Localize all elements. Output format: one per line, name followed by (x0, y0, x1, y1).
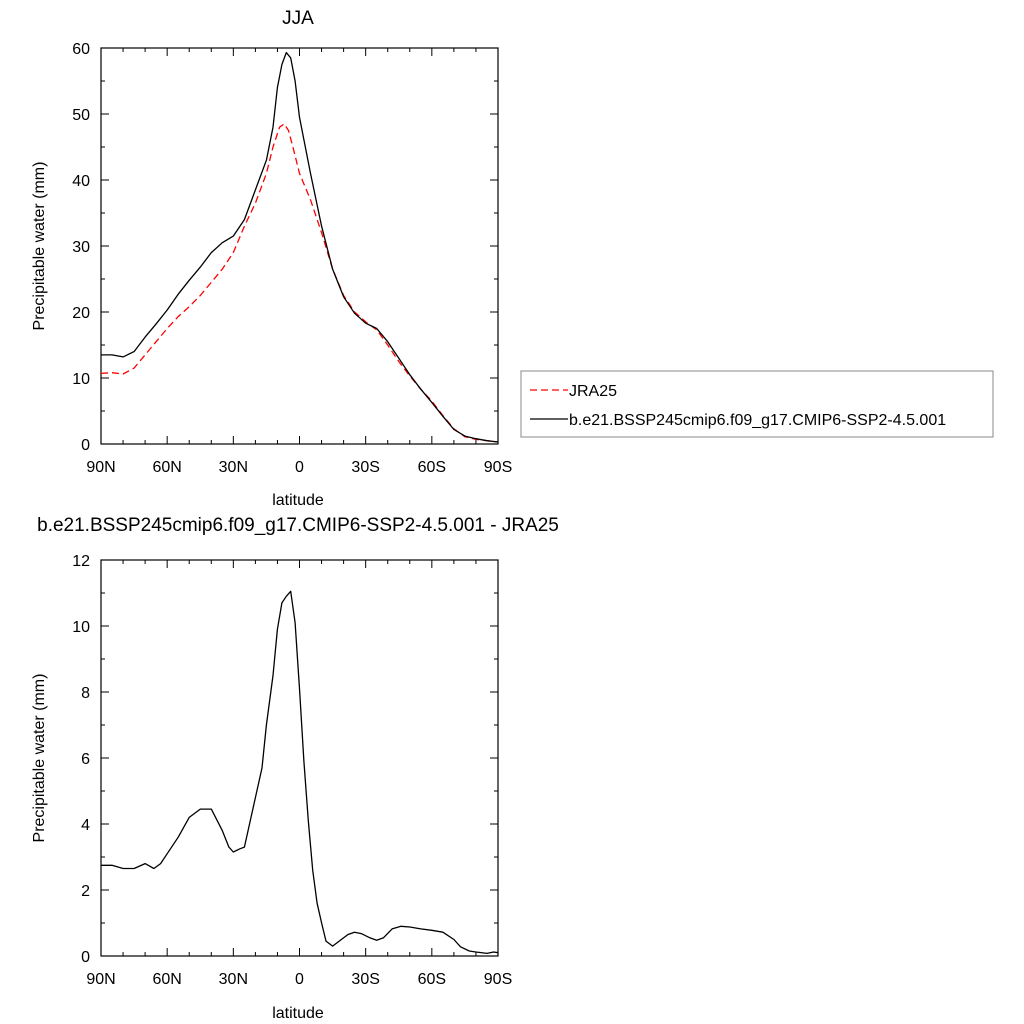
bottom-x-tick-label: 60S (418, 971, 446, 988)
bottom-y-tick-label: 2 (81, 883, 90, 900)
bottom-x-axis-label: latitude (272, 1005, 324, 1022)
bottom-y-tick-label: 12 (72, 553, 90, 570)
legend: JRA25 b.e21.BSSP245cmip6.f09_g17.CMIP6-S… (520, 370, 994, 438)
top-series-line-0 (100, 123, 499, 443)
bottom-series-lines (101, 590, 499, 955)
top-y-axis-label: Precipitable water (mm) (31, 162, 48, 331)
bottom-x-tick-label: 60N (152, 971, 181, 988)
bottom-x-tick-label: 90N (86, 971, 115, 988)
bottom-x-tick-label: 30S (351, 971, 379, 988)
top-y-tick-label: 0 (81, 437, 90, 454)
bottom-x-tick-label: 90S (484, 971, 512, 988)
top-x-tick-label: 90N (86, 459, 115, 476)
top-plot-frame (100, 47, 499, 445)
top-x-tick-label: 60N (152, 459, 181, 476)
top-y-tick-label: 20 (72, 305, 90, 322)
top-x-tick-label: 90S (484, 459, 512, 476)
bottom-panel: b.e21.BSSP245cmip6.f09_g17.CMIP6-SSP2-4.… (31, 515, 559, 1022)
top-x-axis-label: latitude (272, 492, 324, 509)
bottom-y-tick-label: 0 (81, 949, 90, 966)
top-x-tick-label: 30N (219, 459, 248, 476)
bottom-y-tick-label: 6 (81, 751, 90, 768)
top-y-tick-label: 40 (72, 173, 90, 190)
legend-label-model: b.e21.BSSP245cmip6.f09_g17.CMIP6-SSP2-4.… (569, 412, 946, 429)
top-x-tick-label: 30S (351, 459, 379, 476)
top-x-tick-label: 60S (418, 459, 446, 476)
bottom-y-tick-label: 10 (72, 619, 90, 636)
top-x-tick-label: 0 (295, 459, 304, 476)
bottom-plot-frame (100, 559, 499, 957)
bottom-x-tick-label: 30N (219, 971, 248, 988)
top-y-tick-label: 10 (72, 371, 90, 388)
bottom-x-tick-label: 0 (295, 971, 304, 988)
bottom-series-line-0 (101, 590, 499, 955)
top-y-tick-label: 50 (72, 107, 90, 124)
top-series-lines (100, 51, 499, 443)
top-y-tick-label: 60 (72, 41, 90, 58)
top-series-line-1 (101, 51, 499, 443)
bottom-axis-ticks: 90N 60N 30N 0 30S 60S 90S 0 2 4 6 8 10 12 (72, 553, 512, 988)
legend-label-jra25: JRA25 (569, 383, 617, 400)
bottom-panel-title: b.e21.BSSP245cmip6.f09_g17.CMIP6-SSP2-4.… (37, 515, 559, 536)
bottom-y-tick-label: 8 (81, 685, 90, 702)
bottom-y-tick-label: 4 (81, 817, 90, 834)
legend-box (520, 370, 994, 438)
bottom-y-axis-label: Precipitable water (mm) (31, 674, 48, 843)
top-panel: JJA 90N 60N 30N 0 30S 60S 90S 0 10 20 30 40 50 60 lat… (31, 8, 994, 509)
top-y-tick-label: 30 (72, 239, 90, 256)
top-axis-ticks: 90N 60N 30N 0 30S 60S 90S 0 10 20 30 40 50 60 (72, 41, 512, 476)
top-panel-title: JJA (282, 8, 314, 29)
